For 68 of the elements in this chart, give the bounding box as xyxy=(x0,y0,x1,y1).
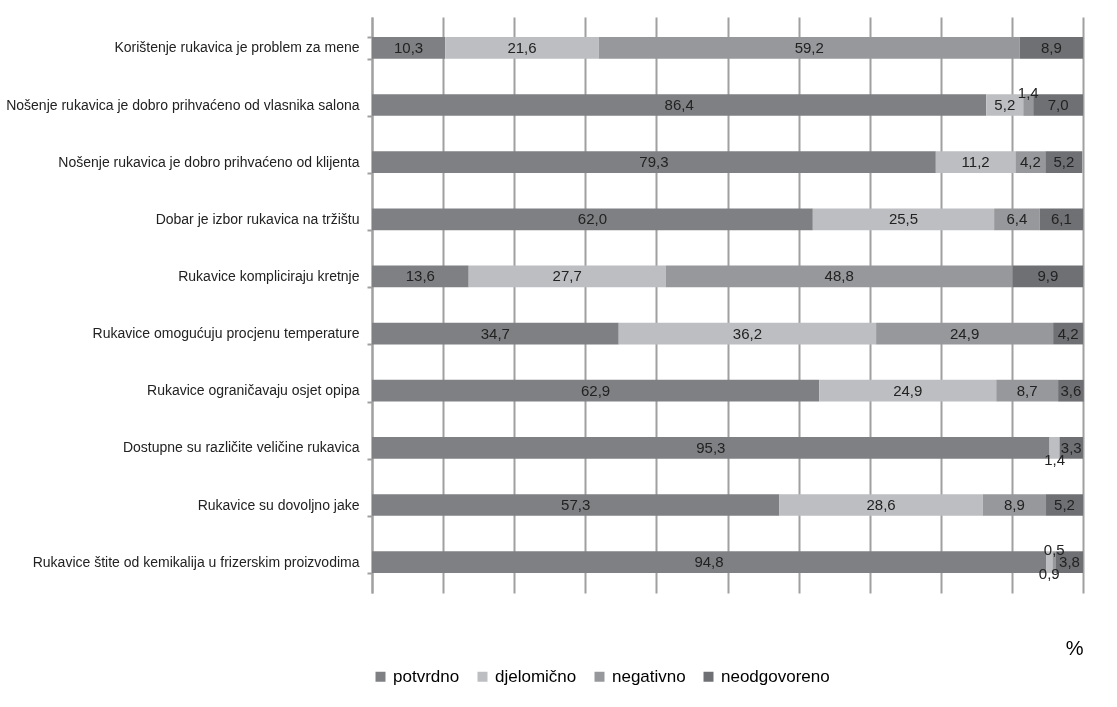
data-label: 8,7 xyxy=(1016,381,1038,399)
data-label: 4,2 xyxy=(1019,153,1041,171)
bar xyxy=(372,208,813,231)
data-label: 86,4 xyxy=(664,96,694,113)
data-label: 9,9 xyxy=(1037,267,1059,285)
data-label: 25,5 xyxy=(888,210,919,228)
data-label: 8,9 xyxy=(1040,38,1062,56)
data-label: 94,8 xyxy=(694,553,724,571)
bar xyxy=(372,265,469,288)
y-tick-label: Rukavice kompliciraju kretnje xyxy=(178,267,360,284)
bar xyxy=(372,494,780,516)
y-tick-label: Rukavice su dovoljno jake xyxy=(197,496,360,513)
data-label: 3,3 xyxy=(1060,438,1082,456)
data-label: 5,2 xyxy=(1054,496,1075,513)
legend-label: negativno xyxy=(612,666,686,686)
data-label: 27,7 xyxy=(552,267,582,285)
y-tick-label: Nošenje rukavica je dobro prihvaćeno od klijenta xyxy=(58,153,360,170)
bar xyxy=(935,151,1016,173)
legend-label: djelomično xyxy=(495,666,577,686)
data-label: 5,2 xyxy=(994,96,1016,113)
data-label: 6,4 xyxy=(1006,210,1028,228)
data-label: 0,9 xyxy=(1038,565,1060,583)
data-label: 1,4 xyxy=(1017,84,1039,101)
data-label: 5,2 xyxy=(1053,153,1075,171)
bar xyxy=(372,379,820,402)
data-label: 8,9 xyxy=(1003,496,1025,513)
bar xyxy=(372,151,936,173)
data-label: 48,8 xyxy=(824,267,854,285)
bar xyxy=(468,265,666,288)
legend-label: neodgovoreno xyxy=(721,666,830,686)
data-label: 11,2 xyxy=(961,153,990,171)
data-label: 3,6 xyxy=(1060,381,1082,399)
y-tick-label: Korištenje rukavica je problem za mene xyxy=(114,39,360,56)
y-tick-label: Dobar je izbor rukavica na tržištu xyxy=(155,210,360,227)
data-label: 36,2 xyxy=(732,324,763,342)
data-label: 28,6 xyxy=(866,496,896,513)
x-axis-title: % xyxy=(1065,636,1084,659)
data-label: 59,2 xyxy=(794,38,824,56)
data-label: 6,1 xyxy=(1050,210,1072,228)
data-label: 4,2 xyxy=(1057,324,1079,342)
bar xyxy=(618,322,877,345)
data-label: 95,3 xyxy=(696,438,726,456)
data-label: 13,6 xyxy=(405,267,435,285)
data-label: 79,3 xyxy=(639,153,669,171)
bar xyxy=(445,37,599,59)
y-tick-label: Nošenje rukavica je dobro prihvaćeno od vlasnika salona xyxy=(6,96,360,113)
data-label: 34,7 xyxy=(480,324,510,342)
data-label: 7,0 xyxy=(1047,96,1069,113)
data-label: 57,3 xyxy=(561,496,591,513)
bar xyxy=(372,37,446,59)
data-label: 24,9 xyxy=(893,381,923,399)
data-label: 10,3 xyxy=(394,38,424,56)
bar xyxy=(372,94,987,116)
data-label: 62,0 xyxy=(577,210,608,228)
bar xyxy=(812,208,995,231)
y-tick-label: Dostupne su različite veličine rukavica xyxy=(122,439,360,456)
bar xyxy=(779,494,983,516)
bar xyxy=(1039,208,1083,231)
bar xyxy=(1019,37,1083,59)
y-tick-label: Rukavice štite od kemikalija u frizerskim proizvodima xyxy=(32,553,360,570)
bar xyxy=(372,322,619,345)
data-label: 24,9 xyxy=(950,324,980,342)
data-label: 62,9 xyxy=(581,381,611,399)
y-tick-label: Rukavice ograničavaju osjet opipa xyxy=(147,382,360,399)
legend-label: potvrdno xyxy=(393,666,460,686)
data-label: 21,6 xyxy=(507,38,537,56)
bar xyxy=(819,379,997,402)
y-tick-label: Rukavice omogućuju procjenu temperature xyxy=(92,325,360,342)
